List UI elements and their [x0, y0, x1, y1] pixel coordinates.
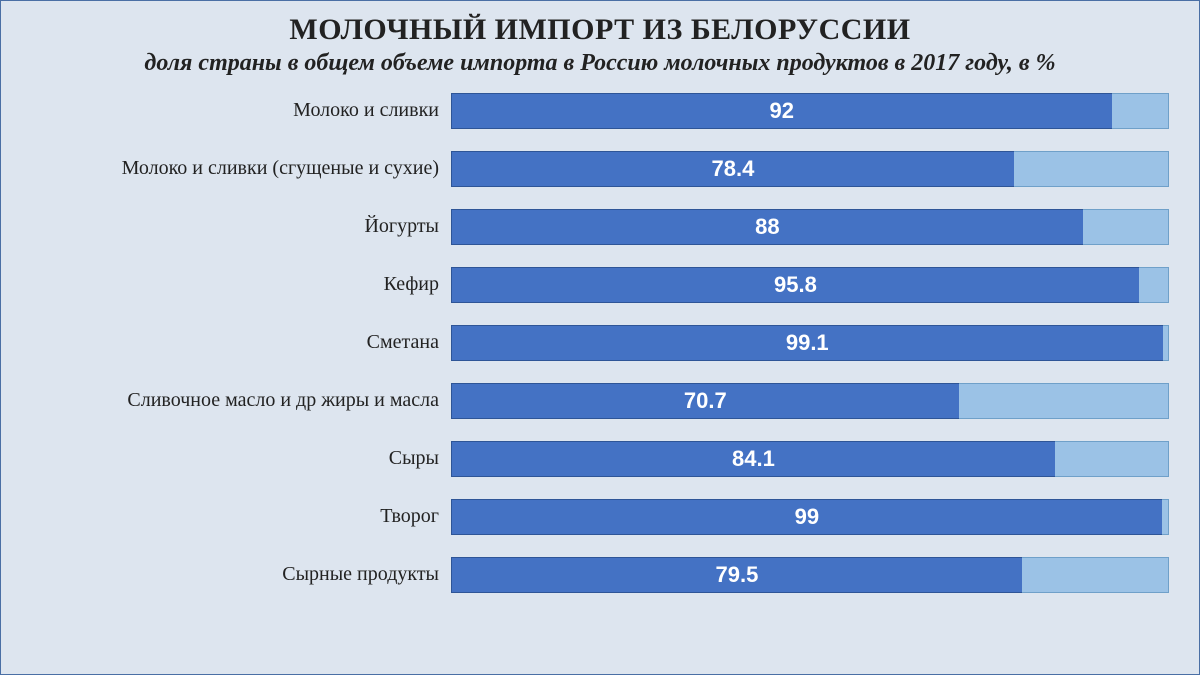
bar-value-label: 92 — [770, 98, 794, 124]
bar-secondary — [1112, 93, 1169, 129]
bar-primary: 88 — [451, 209, 1083, 245]
bar-secondary — [1139, 267, 1169, 303]
bar-stack: 79.5 — [451, 557, 1169, 593]
bar-row: Молоко и сливки 92 — [31, 93, 1169, 129]
bar-value-label: 78.4 — [712, 156, 755, 182]
bar-secondary — [1055, 441, 1169, 477]
bar-value-label: 79.5 — [715, 562, 758, 588]
bar-secondary — [1162, 499, 1169, 535]
bar-value-label: 88 — [755, 214, 779, 240]
bar-primary: 95.8 — [451, 267, 1139, 303]
bar-stack: 99.1 — [451, 325, 1169, 361]
bar-stack: 99 — [451, 499, 1169, 535]
chart-body: Молоко и сливки 92 Молоко и сливки (сгущен… — [1, 81, 1199, 593]
bar-secondary — [1022, 557, 1169, 593]
bar-label: Сметана — [31, 331, 451, 354]
bar-track: 84.1 — [451, 441, 1169, 477]
chart-title: МОЛОЧНЫЙ ИМПОРТ ИЗ БЕЛОРУССИИ — [1, 13, 1199, 47]
bar-stack: 70.7 — [451, 383, 1169, 419]
bar-track: 95.8 — [451, 267, 1169, 303]
bar-primary: 84.1 — [451, 441, 1055, 477]
bar-value-label: 99.1 — [786, 330, 829, 356]
bar-primary: 99.1 — [451, 325, 1163, 361]
bar-primary: 99 — [451, 499, 1162, 535]
chart-container: МОЛОЧНЫЙ ИМПОРТ ИЗ БЕЛОРУССИИ доля стран… — [0, 0, 1200, 675]
bar-label: Сырные продукты — [31, 563, 451, 586]
bar-row: Сыры 84.1 — [31, 441, 1169, 477]
bar-primary: 92 — [451, 93, 1112, 129]
bar-row: Йогурты 88 — [31, 209, 1169, 245]
bar-row: Сливочное масло и др жиры и масла 70.7 — [31, 383, 1169, 419]
bar-track: 99.1 — [451, 325, 1169, 361]
bar-row: Сырные продукты 79.5 — [31, 557, 1169, 593]
bar-row: Кефир 95.8 — [31, 267, 1169, 303]
bar-stack: 88 — [451, 209, 1169, 245]
bar-value-label: 99 — [795, 504, 819, 530]
bar-label: Творог — [31, 505, 451, 528]
bar-secondary — [1083, 209, 1169, 245]
bar-secondary — [1014, 151, 1169, 187]
bar-label: Йогурты — [31, 215, 451, 238]
bar-primary: 78.4 — [451, 151, 1014, 187]
bar-track: 70.7 — [451, 383, 1169, 419]
bar-secondary — [959, 383, 1169, 419]
bar-stack: 92 — [451, 93, 1169, 129]
bar-row: Творог 99 — [31, 499, 1169, 535]
bar-label: Сливочное масло и др жиры и масла — [31, 389, 451, 412]
bar-primary: 70.7 — [451, 383, 959, 419]
chart-header: МОЛОЧНЫЙ ИМПОРТ ИЗ БЕЛОРУССИИ доля стран… — [1, 1, 1199, 81]
bar-stack: 78.4 — [451, 151, 1169, 187]
bar-primary: 79.5 — [451, 557, 1022, 593]
bar-track: 79.5 — [451, 557, 1169, 593]
bar-value-label: 84.1 — [732, 446, 775, 472]
bar-label: Молоко и сливки — [31, 99, 451, 122]
bar-stack: 95.8 — [451, 267, 1169, 303]
bar-track: 78.4 — [451, 151, 1169, 187]
chart-subtitle: доля страны в общем объеме импорта в Рос… — [61, 47, 1139, 81]
bar-value-label: 95.8 — [774, 272, 817, 298]
bar-row: Сметана 99.1 — [31, 325, 1169, 361]
bar-row: Молоко и сливки (сгущеные и сухие) 78.4 — [31, 151, 1169, 187]
bar-track: 99 — [451, 499, 1169, 535]
bar-value-label: 70.7 — [684, 388, 727, 414]
bar-stack: 84.1 — [451, 441, 1169, 477]
bar-label: Кефир — [31, 273, 451, 296]
bar-label: Молоко и сливки (сгущеные и сухие) — [31, 157, 451, 180]
bar-secondary — [1163, 325, 1169, 361]
bar-label: Сыры — [31, 447, 451, 470]
bar-track: 92 — [451, 93, 1169, 129]
bar-track: 88 — [451, 209, 1169, 245]
